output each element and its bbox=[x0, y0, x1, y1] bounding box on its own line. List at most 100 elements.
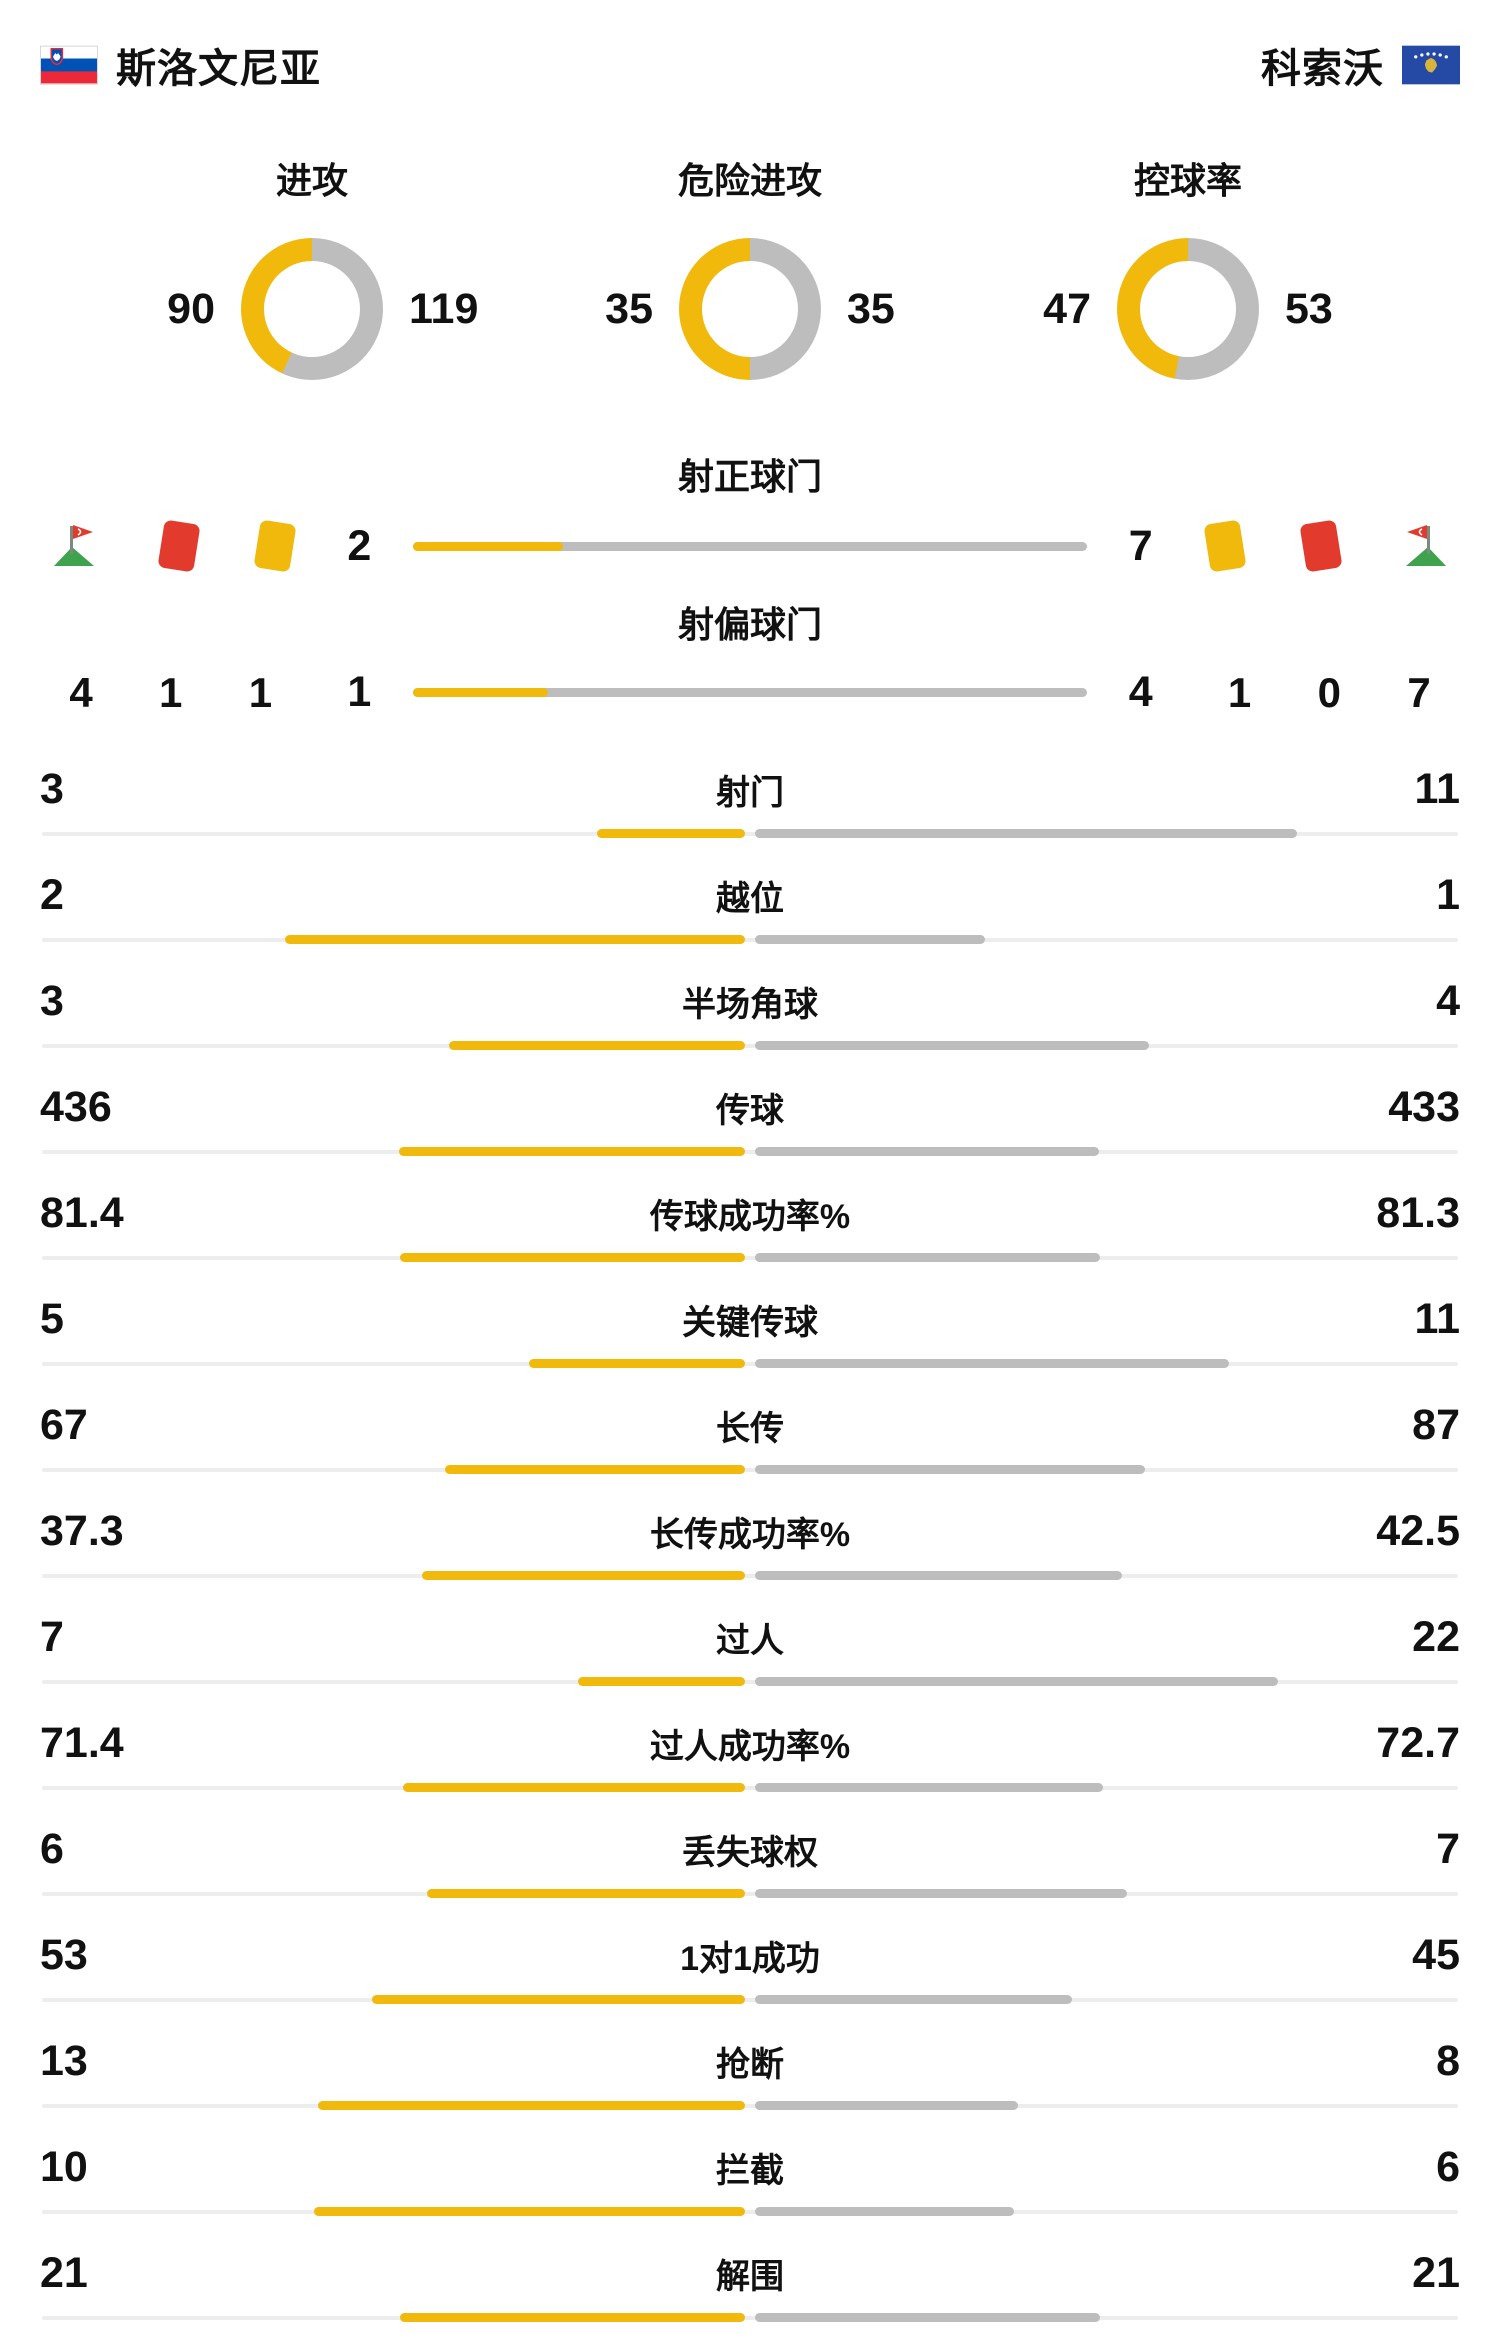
stat-line: 长传 67 87 bbox=[40, 1401, 1460, 1450]
donut-stat: 控球率 47 53 bbox=[969, 152, 1407, 380]
donut-home-value: 90 bbox=[167, 284, 215, 333]
stat-home-value: 71.4 bbox=[40, 1719, 124, 1767]
stat-away-value: 45 bbox=[1412, 1931, 1460, 1979]
stat-away-value: 433 bbox=[1388, 1083, 1460, 1131]
away-discipline-counts: 1 0 7 bbox=[1199, 669, 1460, 717]
stat-line: 关键传球 5 11 bbox=[40, 1295, 1460, 1344]
stat-away-value: 7 bbox=[1436, 1825, 1460, 1873]
shots-on-target-away: 7 bbox=[1128, 521, 1153, 570]
stat-away-value: 1 bbox=[1436, 871, 1460, 919]
stat-bar-away-segment bbox=[755, 2313, 1100, 2322]
stat-bar bbox=[40, 1359, 1460, 1369]
slovenia-flag-icon bbox=[40, 45, 98, 85]
corner-flag-icon bbox=[1400, 520, 1452, 572]
shots-off-target-away: 4 bbox=[1128, 668, 1153, 716]
stat-row: 传球成功率% 81.4 81.3 bbox=[40, 1177, 1460, 1283]
stat-bar bbox=[40, 1147, 1460, 1157]
stat-bar-home-segment bbox=[285, 935, 745, 944]
red-card-icon bbox=[1299, 519, 1343, 573]
stat-label: 长传 bbox=[716, 1410, 784, 1448]
stat-bar-away-segment bbox=[755, 2101, 1018, 2110]
donut-home-value: 35 bbox=[605, 284, 653, 333]
donut-row: 47 53 bbox=[1013, 238, 1363, 380]
home-team[interactable]: 斯洛文尼亚 bbox=[40, 36, 321, 94]
donut-stat: 危险进攻 35 35 bbox=[531, 152, 969, 380]
shots-on-target-home: 2 bbox=[347, 521, 372, 570]
stat-bar-home-segment bbox=[597, 829, 745, 838]
stat-bar-home-segment bbox=[400, 1253, 745, 1262]
stat-bar-track bbox=[42, 2104, 1458, 2108]
yellow-card-icon bbox=[253, 519, 297, 573]
home-yellow-cards-count: 1 bbox=[248, 668, 273, 716]
stat-bar-home-segment bbox=[403, 1783, 745, 1792]
home-team-name: 斯洛文尼亚 bbox=[116, 47, 321, 91]
stat-label: 射门 bbox=[716, 774, 784, 812]
away-team[interactable]: 科索沃 bbox=[1261, 36, 1460, 94]
stat-row: 长传 67 87 bbox=[40, 1389, 1460, 1495]
stat-label: 传球成功率% bbox=[649, 1198, 851, 1236]
header: 斯洛文尼亚 科索沃 bbox=[40, 36, 1460, 94]
stat-line: 传球成功率% 81.4 81.3 bbox=[40, 1189, 1460, 1238]
stat-bar-away-segment bbox=[755, 1783, 1103, 1792]
home-corners-count: 4 bbox=[69, 668, 93, 716]
stat-label: 抢断 bbox=[716, 2046, 784, 2084]
stat-line: 抢断 13 8 bbox=[40, 2037, 1460, 2086]
stat-home-value: 13 bbox=[40, 2037, 88, 2085]
stat-bar-away-segment bbox=[755, 1995, 1072, 2004]
stat-bar bbox=[40, 2101, 1460, 2111]
donut-label: 控球率 bbox=[1133, 160, 1242, 201]
stat-bar-track bbox=[42, 1998, 1458, 2002]
stat-row: 传球 436 433 bbox=[40, 1071, 1460, 1177]
kosovo-flag-icon bbox=[1402, 45, 1460, 85]
stat-bar-track bbox=[42, 2210, 1458, 2214]
home-red-cards-count: 1 bbox=[159, 668, 183, 716]
stat-row: 解围 21 21 bbox=[40, 2237, 1460, 2343]
stat-away-value: 6 bbox=[1436, 2143, 1460, 2191]
stat-row: 越位 2 1 bbox=[40, 859, 1460, 965]
stat-label: 长传成功率% bbox=[649, 1516, 851, 1554]
stat-line: 越位 2 1 bbox=[40, 871, 1460, 920]
donut-section: 进攻 90 119 危险进攻 35 35 控球率 47 53 bbox=[40, 152, 1460, 380]
stat-home-value: 7 bbox=[40, 1613, 64, 1661]
stat-bar-home-segment bbox=[372, 1995, 745, 2004]
away-team-name: 科索沃 bbox=[1261, 47, 1384, 91]
stat-line: 长传成功率% 37.3 42.5 bbox=[40, 1507, 1460, 1556]
stat-bar-away-segment bbox=[755, 1359, 1229, 1368]
stat-bar-away-segment bbox=[755, 935, 985, 944]
stat-row: 过人成功率% 71.4 72.7 bbox=[40, 1707, 1460, 1813]
stat-bar-track bbox=[42, 938, 1458, 942]
red-card-icon bbox=[157, 519, 201, 573]
donut-label: 进攻 bbox=[275, 160, 348, 201]
stat-away-value: 11 bbox=[1414, 765, 1460, 813]
stat-bar-track bbox=[42, 1786, 1458, 1790]
stat-bar-track bbox=[42, 1256, 1458, 1260]
stats-list: 射门 3 11 越位 2 1 半 bbox=[40, 753, 1460, 2343]
stat-bar-away-segment bbox=[755, 1465, 1145, 1474]
stat-line: 丢失球权 6 7 bbox=[40, 1825, 1460, 1874]
stat-line: 解围 21 21 bbox=[40, 2249, 1460, 2298]
stat-away-value: 8 bbox=[1436, 2037, 1460, 2085]
stat-bar-away-segment bbox=[755, 1041, 1149, 1050]
stat-bar-track bbox=[42, 1150, 1458, 1154]
stat-bar-away-segment bbox=[755, 1147, 1099, 1156]
stat-bar bbox=[40, 1253, 1460, 1263]
stat-bar-away-segment bbox=[755, 1677, 1278, 1686]
donut-stat: 进攻 90 119 bbox=[93, 152, 531, 380]
stat-away-value: 11 bbox=[1414, 1295, 1460, 1343]
shots-off-target-label: 射偏球门 bbox=[677, 604, 822, 645]
donut-away-value: 35 bbox=[847, 284, 895, 333]
stat-home-value: 53 bbox=[40, 1931, 88, 1979]
donut-away-value: 119 bbox=[409, 284, 479, 333]
stat-bar bbox=[40, 1677, 1460, 1687]
donut-chart bbox=[679, 238, 821, 380]
away-discipline-icons bbox=[1199, 519, 1460, 573]
stat-bar-home-segment bbox=[427, 1889, 745, 1898]
shots-off-target-row: 4 1 1 1 4 1 0 7 bbox=[40, 668, 1460, 717]
corner-flag-icon bbox=[48, 520, 100, 572]
stat-bar-track bbox=[42, 1044, 1458, 1048]
stat-bar-track bbox=[42, 1574, 1458, 1578]
stat-bar-home-segment bbox=[578, 1677, 745, 1686]
home-discipline-icons bbox=[40, 519, 301, 573]
away-red-cards-count: 0 bbox=[1317, 668, 1341, 716]
stat-bar-away-segment bbox=[755, 1253, 1100, 1262]
